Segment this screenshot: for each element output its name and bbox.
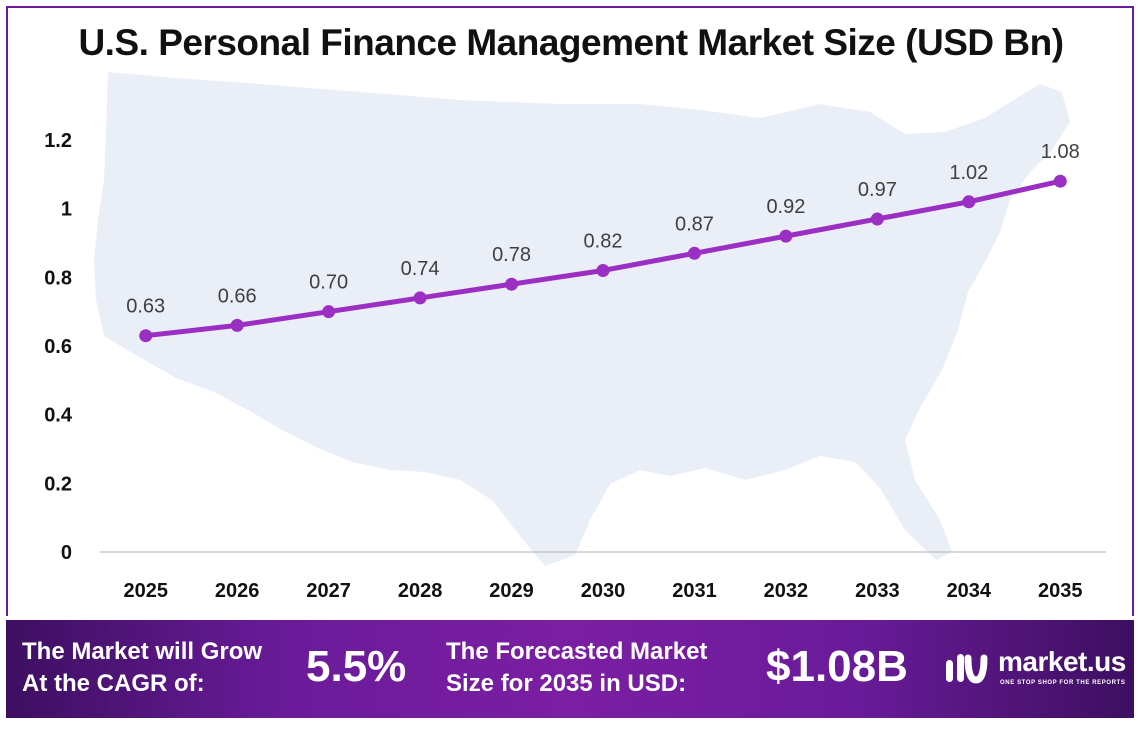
forecast-value: $1.08B <box>766 642 908 691</box>
data-label: 0.63 <box>126 296 165 318</box>
data-point <box>322 305 336 319</box>
cagr-caption-line2: At the CAGR of: <box>22 670 205 697</box>
data-label: 0.92 <box>766 196 805 218</box>
usa-map-background <box>94 72 1070 566</box>
forecast-caption-line1: The Forecasted Market <box>446 638 708 665</box>
y-tick-label: 1 <box>61 199 72 221</box>
x-tick-label: 2027 <box>306 580 351 602</box>
logo-tagline: ONE STOP SHOP FOR THE REPORTS <box>1000 680 1126 686</box>
data-point <box>413 291 427 305</box>
data-point <box>139 329 153 343</box>
data-label: 0.82 <box>584 230 623 252</box>
market-us-logo: market.us ONE STOP SHOP FOR THE REPORTS <box>944 644 1134 694</box>
chart-title: U.S. Personal Finance Management Market … <box>78 22 1064 63</box>
x-tick-label: 2032 <box>764 580 809 602</box>
x-tick-label: 2030 <box>581 580 626 602</box>
market-us-logo-icon <box>946 654 988 684</box>
cagr-value: 5.5% <box>306 642 407 691</box>
data-label: 0.87 <box>675 213 714 235</box>
logo-name: market.us <box>998 646 1126 677</box>
x-tick-label: 2031 <box>672 580 717 602</box>
data-label: 0.66 <box>218 285 257 307</box>
data-label: 0.78 <box>492 244 531 266</box>
data-label: 0.70 <box>309 272 348 294</box>
x-tick-label: 2029 <box>489 580 534 602</box>
x-tick-label: 2028 <box>398 580 443 602</box>
data-point <box>1053 174 1067 188</box>
cagr-caption-line1: The Market will Grow <box>22 638 263 665</box>
x-tick-label: 2026 <box>215 580 260 602</box>
x-tick-label: 2035 <box>1038 580 1083 602</box>
y-tick-label: 0.2 <box>44 473 72 495</box>
y-tick-label: 1.2 <box>44 130 72 152</box>
x-tick-label: 2033 <box>855 580 900 602</box>
line-chart: 0 0.2 0.4 0.6 0.8 1 1.2 2025 2026 2027 2028 2029 203… <box>44 72 1106 602</box>
data-label: 0.97 <box>858 179 897 201</box>
data-label: 0.74 <box>401 258 440 280</box>
y-tick-label: 0.6 <box>44 336 72 358</box>
x-tick-label: 2034 <box>947 580 992 602</box>
data-point <box>962 195 976 209</box>
data-point <box>596 263 610 277</box>
data-point <box>779 229 793 243</box>
x-tick-label: 2025 <box>123 580 168 602</box>
y-tick-label: 0 <box>61 542 72 564</box>
y-tick-label: 0.8 <box>44 267 72 289</box>
data-label: 1.02 <box>949 162 988 184</box>
data-label: 1.08 <box>1041 141 1080 163</box>
forecast-caption-line2: Size for 2035 in USD: <box>446 670 687 697</box>
data-point <box>687 246 701 260</box>
data-point <box>870 212 884 226</box>
footer-banner: The Market will Grow At the CAGR of: 5.5… <box>6 620 1134 718</box>
y-tick-label: 0.4 <box>44 405 73 427</box>
data-point <box>505 277 519 291</box>
data-point <box>230 318 244 332</box>
